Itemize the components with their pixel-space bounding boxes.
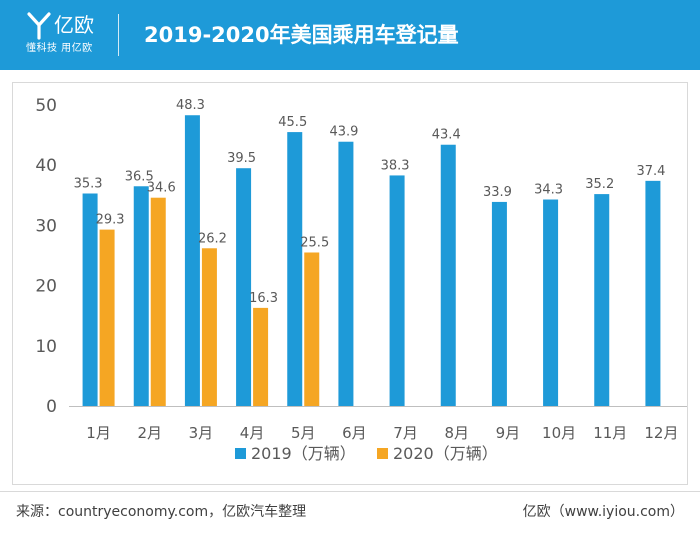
legend-label-2019: 2019（万辆） [251, 444, 356, 463]
x-tick-label: 9月 [496, 424, 521, 442]
bar-2019 [338, 141, 354, 407]
site-credit: 亿欧（www.iyiou.com） [522, 504, 684, 520]
data-label-2019: 45.5 [278, 115, 307, 130]
bar-chart: 0 10 20 30 40 50 35.3 29.3 36.534.6 48.3 26.2 39.5… [35, 96, 687, 463]
bar-2019 [543, 199, 559, 406]
bar-2020 [253, 307, 269, 406]
data-label-2019: 38.3 [381, 158, 410, 173]
y-tick-label: 20 [35, 277, 57, 297]
chart-panel: 0 10 20 30 40 50 35.3 29.3 36.5 34.6 48.3 26.2 39.5… [12, 82, 688, 485]
x-tick-label: 7月 [393, 424, 418, 442]
data-labels: 35.3 29.3 36.534.6 48.3 26.2 39.5 16.3 45.5 25.5… [74, 98, 666, 306]
bar-2019 [389, 175, 405, 406]
data-label-2019: 33.9 [483, 185, 512, 200]
data-label-2020: 16.3 [249, 291, 278, 306]
data-label-2019: 43.9 [329, 125, 358, 140]
logo-slogan: 懂科技 用亿欧 [26, 43, 93, 54]
bar-2020 [304, 252, 320, 406]
data-label-2020: 25.5 [300, 235, 329, 250]
bar-2019 [82, 193, 98, 406]
x-tick-label: 8月 [444, 424, 469, 442]
x-tick-label: 12月 [644, 424, 678, 442]
bar-2019 [184, 115, 200, 406]
x-axis-ticks: 1月 2月 3月 4月 5月 6月 7月 8月 9月 10月 11月 12月 [86, 424, 678, 442]
bar-series [82, 115, 661, 407]
data-label-2020: 29.3 [96, 213, 125, 228]
data-label-2019: 48.3 [176, 98, 205, 113]
data-label-2019: 35.3 [74, 176, 103, 191]
header-bar: 亿欧 懂科技 用亿欧 2019-2020年美国乘用车登记量 [0, 0, 700, 70]
footer-divider [0, 491, 700, 492]
x-tick-label: 1月 [86, 424, 111, 442]
x-tick-label: 5月 [291, 424, 316, 442]
data-label-2019: 37.4 [636, 164, 665, 179]
legend-swatch-2019 [235, 448, 246, 459]
y-tick-label: 30 [35, 216, 57, 236]
data-label-2020: 34.6 [147, 181, 176, 196]
bar-2019 [236, 168, 252, 406]
x-tick-label: 2月 [137, 424, 162, 442]
logo: 亿欧 懂科技 用亿欧 [26, 12, 106, 60]
bar-2019 [133, 186, 149, 406]
legend-label-2020: 2020（万辆） [393, 444, 498, 463]
legend: 2019（万辆） 2020（万辆） [235, 444, 498, 463]
y-tick-label: 0 [46, 397, 57, 417]
x-tick-label: 3月 [189, 424, 214, 442]
x-tick-label: 6月 [342, 424, 367, 442]
y-axis-ticks: 0 10 20 30 40 50 [35, 96, 57, 417]
bar-2019 [491, 201, 507, 406]
data-label-2019: 34.3 [534, 183, 563, 198]
header-divider [118, 14, 119, 56]
page-title: 2019-2020年美国乘用车登记量 [144, 23, 459, 47]
y-tick-label: 40 [35, 156, 57, 176]
x-tick-label: 11月 [593, 424, 627, 442]
data-label-2019: 35.2 [585, 177, 614, 192]
bar-2020 [150, 197, 166, 406]
bar-2020 [99, 229, 115, 406]
logo-name: 亿欧 [54, 13, 94, 37]
bar-2019 [645, 180, 661, 406]
data-label-2019: 39.5 [227, 151, 256, 166]
source-note: 来源：countryeconomy.com，亿欧汽车整理 [16, 504, 307, 520]
y-tick-label: 50 [35, 96, 57, 116]
data-label-2020: 26.2 [198, 231, 227, 246]
legend-swatch-2020 [377, 448, 388, 459]
x-tick-label: 10月 [542, 424, 576, 442]
bar-2020 [201, 248, 217, 406]
data-label-2019: 43.4 [432, 128, 461, 143]
bar-2019 [440, 144, 456, 406]
data-label-2019: 36.5 [125, 169, 154, 184]
x-tick-label: 4月 [240, 424, 265, 442]
y-tick-label: 10 [35, 337, 57, 357]
bar-2019 [287, 132, 303, 406]
bar-2019 [594, 194, 610, 406]
logo-y-icon [27, 12, 51, 40]
